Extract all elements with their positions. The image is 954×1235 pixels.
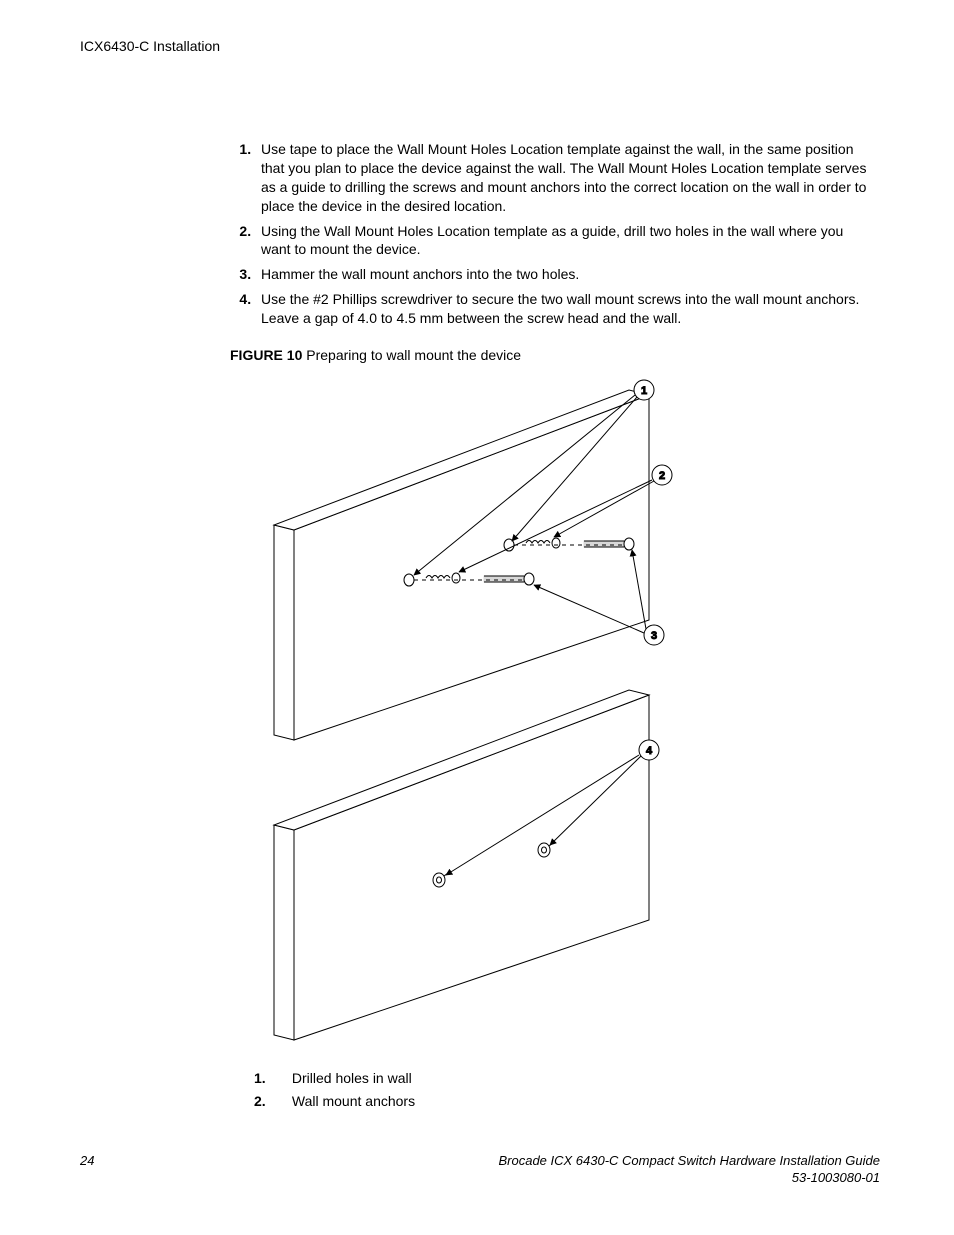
callout-1: 1 (641, 385, 647, 397)
figure-caption: FIGURE 10 Preparing to wall mount the de… (230, 346, 875, 365)
step-text: Use tape to place the Wall Mount Holes L… (261, 141, 866, 214)
figure-label: FIGURE 10 (230, 347, 302, 363)
legend-row: 2. Wall mount anchors (230, 1092, 875, 1111)
legend-text: Wall mount anchors (292, 1093, 415, 1109)
legend-row: 1. Drilled holes in wall (230, 1069, 875, 1088)
step-text: Hammer the wall mount anchors into the t… (261, 266, 579, 282)
callout-4: 4 (646, 745, 653, 757)
page: ICX6430-C Installation Use tape to place… (0, 0, 954, 1235)
step-text: Using the Wall Mount Holes Location temp… (261, 223, 843, 258)
footer-right: Brocade ICX 6430-C Compact Switch Hardwa… (498, 1153, 880, 1187)
footer-docnum: 53-1003080-01 (498, 1170, 880, 1187)
figure: 1 2 3 (254, 375, 674, 1055)
upper-wall (274, 390, 649, 740)
header-title: ICX6430-C Installation (80, 38, 220, 54)
footer-page-number: 24 (80, 1153, 94, 1168)
step-item: Hammer the wall mount anchors into the t… (255, 265, 875, 284)
footer: 24 Brocade ICX 6430-C Compact Switch Har… (80, 1153, 880, 1187)
figure-svg: 1 2 3 (254, 375, 674, 1055)
figure-caption-text: Preparing to wall mount the device (306, 347, 521, 363)
content: Use tape to place the Wall Mount Holes L… (230, 140, 875, 1115)
steps-list: Use tape to place the Wall Mount Holes L… (230, 140, 875, 328)
step-item: Use the #2 Phillips screwdriver to secur… (255, 290, 875, 328)
step-text: Use the #2 Phillips screwdriver to secur… (261, 291, 859, 326)
callout-3: 3 (651, 630, 657, 642)
figure-legend: 1. Drilled holes in wall 2. Wall mount a… (230, 1069, 875, 1111)
page-header: ICX6430-C Installation (80, 38, 220, 54)
legend-text: Drilled holes in wall (292, 1070, 412, 1086)
footer-title: Brocade ICX 6430-C Compact Switch Hardwa… (498, 1153, 880, 1170)
legend-num: 1. (254, 1069, 276, 1088)
legend-num: 2. (254, 1092, 276, 1111)
step-item: Using the Wall Mount Holes Location temp… (255, 222, 875, 260)
callout-2: 2 (659, 470, 665, 482)
step-item: Use tape to place the Wall Mount Holes L… (255, 140, 875, 216)
